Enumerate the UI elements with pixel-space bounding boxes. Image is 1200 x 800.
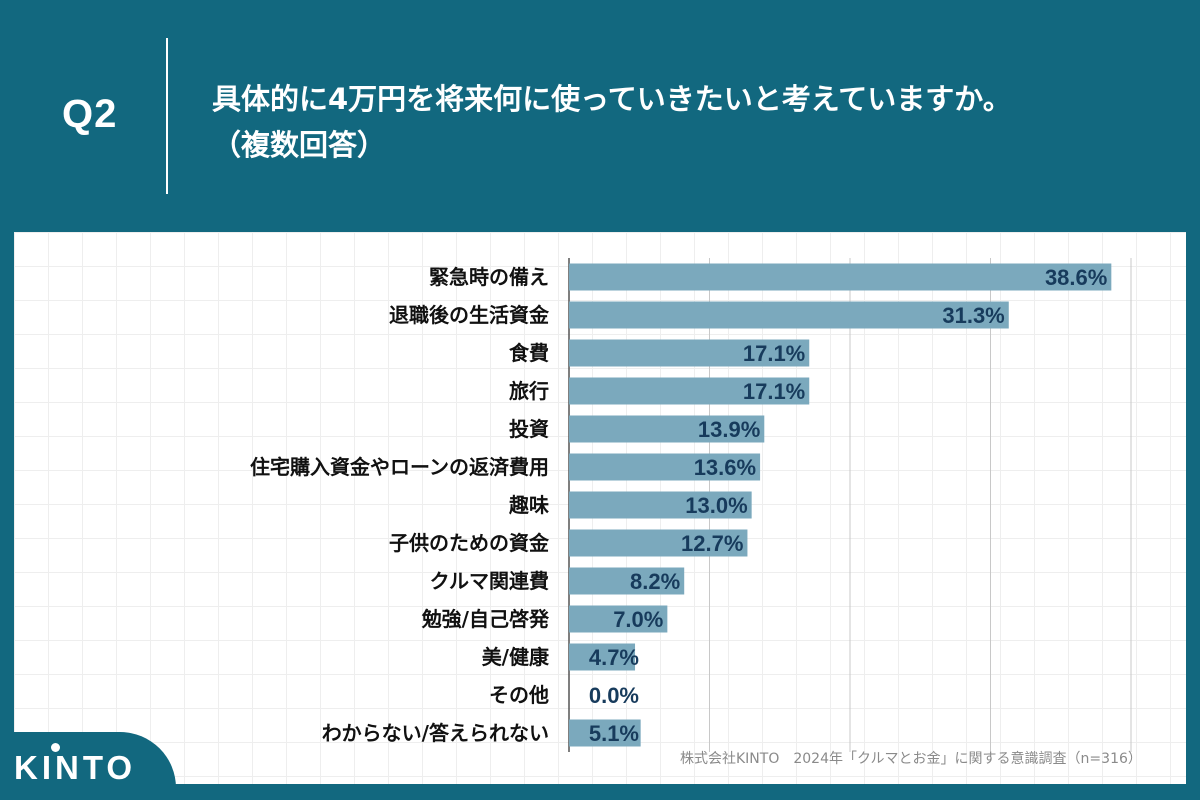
bar: [569, 529, 748, 557]
value-label: 13.9%: [698, 417, 760, 442]
bar: [569, 415, 765, 443]
question-number: Q2: [62, 92, 118, 136]
bar: [569, 453, 761, 481]
bar: [569, 605, 668, 633]
bar: [569, 263, 1112, 291]
value-label: 17.1%: [743, 341, 805, 366]
category-label: 美/健康: [482, 645, 550, 669]
header: Q2 具体的に4万円を将来何に使っていきたいと考えていますか。 （複数回答）: [0, 0, 1200, 232]
value-label: 13.0%: [685, 493, 747, 518]
category-label: 緊急時の備え: [429, 265, 549, 289]
value-label: 31.3%: [942, 303, 1004, 328]
kinto-logo: KINTO: [14, 749, 137, 786]
logo-tab: [0, 732, 176, 800]
question-title-line2: （複数回答）: [212, 128, 387, 162]
bar: [569, 567, 685, 595]
bar: [569, 719, 641, 747]
bar: [569, 491, 752, 519]
value-label: 12.7%: [681, 531, 743, 556]
header-divider: [166, 38, 168, 194]
category-label: 子供のための資金: [389, 531, 550, 555]
logo-dot-icon: [51, 743, 60, 752]
value-label: 5.1%: [589, 721, 639, 746]
category-label: 食費: [509, 341, 549, 365]
source-footnote: 株式会社KINTO 2024年「クルマとお金」に関する意識調査（n=316）: [680, 751, 1142, 767]
value-label: 17.1%: [743, 379, 805, 404]
value-label: 4.7%: [589, 645, 639, 670]
category-label: わからない/答えられない: [322, 721, 549, 745]
category-label: 投資: [509, 417, 549, 441]
value-label: 38.6%: [1045, 265, 1107, 290]
value-label: 13.6%: [694, 455, 756, 480]
category-label: 趣味: [508, 493, 549, 517]
bar: [569, 377, 810, 405]
bar: [569, 643, 636, 671]
category-label: 勉強/自己啓発: [421, 607, 550, 631]
value-label: 8.2%: [630, 569, 680, 594]
question-title-line1: 具体的に4万円を将来何に使っていきたいと考えていますか。: [212, 82, 1012, 116]
category-label: その他: [489, 683, 549, 707]
bar: [569, 339, 810, 367]
category-label: 旅行: [509, 379, 549, 403]
category-label: 住宅購入資金やローンの返済費用: [250, 455, 549, 479]
category-label: 退職後の生活資金: [389, 303, 550, 327]
bar: [569, 301, 1009, 329]
value-label: 7.0%: [613, 607, 663, 632]
question-title: 具体的に4万円を将来何に使っていきたいと考えていますか。 （複数回答）: [212, 76, 1172, 168]
value-label: 0.0%: [589, 683, 639, 708]
category-label: クルマ関連費: [430, 569, 549, 593]
